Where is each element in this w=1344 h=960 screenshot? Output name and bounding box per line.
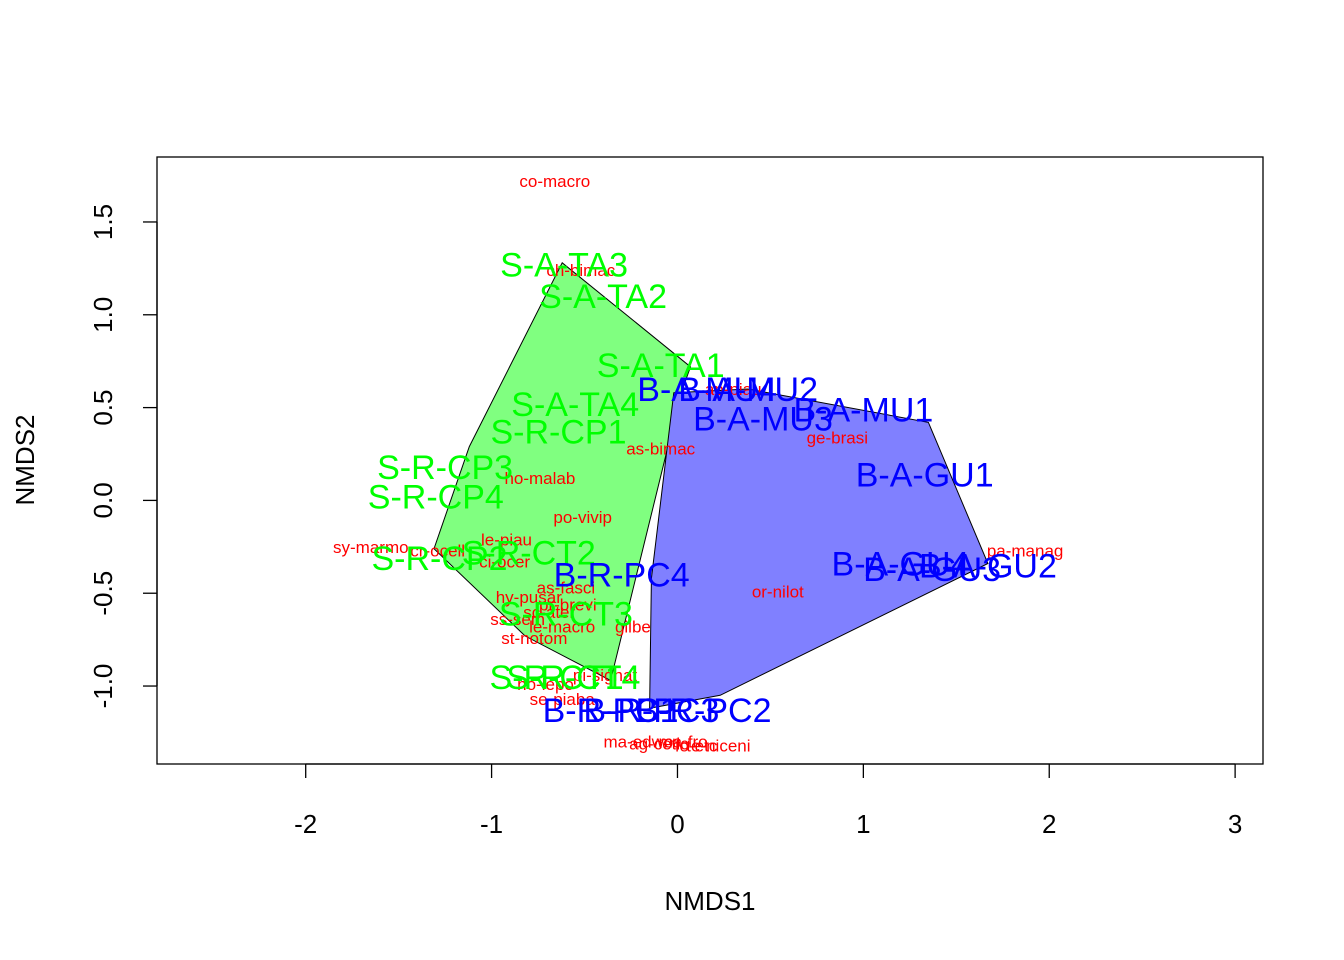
species-label: ma-fro [658,733,707,752]
species-label: sc-ater [523,603,575,622]
species-label: le-macro [529,618,595,637]
species-label: hy-pusar [496,588,562,607]
species-label: as-fasci [537,579,596,598]
x-axis: -2 -1 0 1 2 3 [294,763,1242,839]
site-label: S-R-CT4 [506,659,640,697]
species-labels: co-macro ch-bimac as-bimac ho-malab po-vivip… [333,172,1063,755]
y-tick-label: -1.0 [88,664,118,709]
species-label: po-vivip [553,508,612,527]
site-label: B-A-MU1 [794,392,934,430]
species-label: ch-bimac [546,261,615,280]
species-label: ma-edwo [603,733,673,752]
site-label: B-A-GU3 [863,551,1001,589]
species-label: ap-piau [705,380,762,399]
species-label: se-piaba [530,690,596,709]
species-label: as-bimac [626,439,695,458]
site-label: S-R-CP3 [377,449,513,487]
species-label: pr-brevi [539,595,597,614]
site-label: S-R-CT1 [490,659,624,697]
x-tick-label: -2 [294,809,317,839]
site-label: B-A-MU2 [678,371,818,409]
site-label: S-R-CP2 [371,540,507,578]
site-label: S-A-TA1 [597,347,725,385]
species-label: ci-ocer [479,553,530,572]
site-label: S-A-TA2 [539,278,667,316]
species-label: te-niceni [686,736,750,755]
x-tick-label: -1 [480,809,503,839]
site-label: B-A-MU3 [693,401,833,439]
site-label: B-R-PC3 [583,692,719,730]
site-label: S-R-CT3 [499,596,633,634]
site-label: S-R-CP4 [368,479,504,517]
group-hulls [433,262,989,709]
species-label: ge-brasi [807,428,868,447]
y-axis-label: NMDS2 [10,414,40,505]
species-label: ss-sem [490,610,545,629]
site-label: B-R-PC4 [554,557,690,595]
y-tick-label: 1.0 [88,297,118,333]
y-tick-label: 1.5 [88,204,118,240]
x-tick-label: 0 [670,809,684,839]
site-label: S-R-CP1 [490,414,626,452]
x-axis-label: NMDS1 [664,886,755,916]
site-label: B-R-PC1 [543,692,679,730]
species-label: pi-signat [573,666,638,685]
y-axis: -1.0 -0.5 0.0 0.5 1.0 1.5 [88,204,158,709]
hull-S [433,262,692,682]
hull-B [649,388,989,709]
species-label: gilbe [615,618,651,637]
species-label: st-notom [501,629,567,648]
y-tick-label: -0.5 [88,571,118,616]
y-tick-label: 0.0 [88,482,118,518]
species-label: sy-marmo [333,538,409,557]
species-label: cr-ocell [410,542,465,561]
species-label: pa-manag [987,542,1064,561]
species-label: le-piau [481,530,532,549]
species-label: ho-lepo [517,675,574,694]
site-label: S-R-CT2 [462,534,596,572]
site-label: S-A-TA3 [500,247,628,285]
species-label: co-macro [519,172,590,191]
species-label: ag-cetic [629,735,689,754]
x-tick-label: 3 [1228,809,1242,839]
y-tick-label: 0.5 [88,390,118,426]
site-labels: S-A-TA3S-A-TA2S-A-TA1S-A-TA4S-R-CP1S-R-C… [368,247,1057,731]
site-label: B-A-GU4 [832,546,970,584]
species-label: or-nilot [752,582,804,601]
site-label: B-A-MU4 [637,371,777,409]
site-label: S-A-TA4 [511,386,639,424]
x-tick-label: 1 [856,809,870,839]
species-label: ho-malab [504,469,575,488]
species-label: fo-etc [675,736,718,755]
x-tick-label: 2 [1042,809,1056,839]
site-label: B-R-PC2 [635,692,771,730]
site-label: B-A-GU2 [919,547,1057,585]
site-label: B-A-GU1 [856,456,994,494]
